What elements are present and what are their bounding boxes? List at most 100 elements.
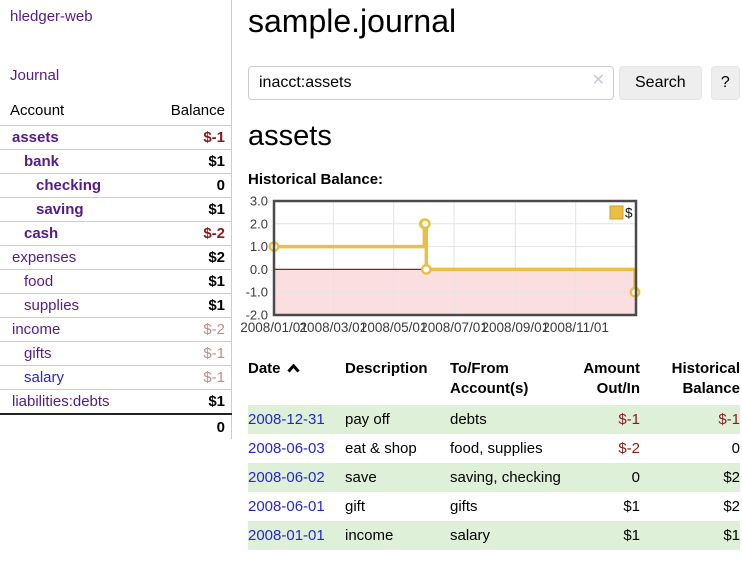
account-link-checking[interactable]: checking: [36, 177, 101, 194]
svg-text:2008/01/01: 2008/01/01: [240, 320, 308, 335]
main-content: sample.journal ✕ Search ? assets Histori…: [248, 0, 740, 550]
account-link-bank[interactable]: bank: [24, 153, 59, 170]
transaction-description: income: [345, 521, 450, 550]
column-header-accounts[interactable]: To/From Account(s): [450, 357, 562, 405]
help-button[interactable]: ?: [711, 66, 740, 100]
transaction-accounts: food, supplies: [450, 434, 562, 463]
accounts-body: assets$-1bank$1checking0saving$1cash$-2e…: [0, 126, 232, 415]
column-header-amount[interactable]: Amount Out/In: [562, 357, 640, 405]
column-header-date[interactable]: Date: [248, 357, 345, 405]
transaction-amount: $-1: [562, 405, 640, 434]
account-row: checking 0: [0, 174, 232, 198]
transaction-description: eat & shop: [345, 434, 450, 463]
transaction-description: save: [345, 463, 450, 492]
transaction-date-link[interactable]: 2008-01-01: [248, 527, 325, 544]
account-link-liabilities-debts[interactable]: liabilities:debts: [12, 393, 110, 410]
transaction-date-link[interactable]: 2008-12-31: [248, 411, 325, 428]
svg-text:-1.0: -1.0: [246, 285, 268, 300]
account-balance: $-2: [150, 222, 232, 246]
account-link-cash[interactable]: cash: [24, 225, 58, 242]
brand-link[interactable]: hledger-web: [10, 8, 231, 25]
accounts-header-balance: Balance: [150, 99, 232, 126]
account-row: bank $1: [0, 150, 232, 174]
account-row: salary $-1: [0, 366, 232, 390]
transaction-balance: $2: [640, 492, 740, 521]
accounts-total-value: 0: [150, 414, 232, 440]
svg-text:2008/09/01: 2008/09/01: [482, 320, 550, 335]
svg-text:2.0: 2.0: [250, 216, 268, 231]
chart-title: Historical Balance:: [248, 171, 740, 188]
account-row: cash $-2: [0, 222, 232, 246]
account-link-supplies[interactable]: supplies: [24, 297, 79, 314]
account-balance: $1: [150, 150, 232, 174]
account-balance: $2: [150, 246, 232, 270]
transaction-accounts: debts: [450, 405, 562, 434]
svg-text:0.0: 0.0: [250, 262, 268, 277]
accounts-table: Account Balance assets $-1 bank $1 checking 0…: [0, 99, 232, 440]
transaction-accounts: salary: [450, 521, 562, 550]
account-balance: $1: [150, 390, 232, 415]
svg-text:3.0: 3.0: [250, 194, 268, 209]
account-link-income[interactable]: income: [12, 321, 60, 338]
sidebar: hledger-web Journal Account Balance asse…: [0, 0, 232, 439]
account-row: food $1: [0, 270, 232, 294]
register-body: 2008-12-31pay offdebts$-1$-12008-06-03ea…: [248, 405, 740, 550]
transaction-date-link[interactable]: 2008-06-02: [248, 469, 325, 486]
transaction-balance: $-1: [640, 405, 740, 434]
register-header-row: Date Description To/From Account(s) Amou…: [248, 357, 740, 405]
account-row: assets $-1: [0, 126, 232, 150]
transaction-date-link[interactable]: 2008-06-03: [248, 440, 325, 457]
svg-text:2008/03/01: 2008/03/01: [300, 320, 368, 335]
account-balance: $-1: [150, 366, 232, 390]
account-balance: $-1: [150, 342, 232, 366]
balance-chart-svg: $3.02.01.00.0-1.0-2.02008/01/012008/03/0…: [240, 193, 718, 345]
account-balance: $1: [150, 198, 232, 222]
hledger-web-page: hledger-web Journal Account Balance asse…: [0, 0, 742, 582]
transaction-balance: $1: [640, 521, 740, 550]
search-button[interactable]: Search: [619, 66, 702, 100]
account-row: income $-2: [0, 318, 232, 342]
transaction-description: pay off: [345, 405, 450, 434]
account-row: expenses $2: [0, 246, 232, 270]
account-balance: $1: [150, 294, 232, 318]
svg-text:2008/11/01: 2008/11/01: [542, 320, 609, 335]
table-row: 2008-01-01incomesalary$1$1: [248, 521, 740, 550]
svg-text:2008/05/01: 2008/05/01: [360, 320, 428, 335]
column-header-description[interactable]: Description: [345, 357, 450, 405]
account-link-salary[interactable]: salary: [24, 369, 64, 386]
transaction-amount: 0: [562, 463, 640, 492]
account-balance: $-1: [150, 126, 232, 150]
register-table: Date Description To/From Account(s) Amou…: [248, 357, 740, 550]
transaction-balance: $2: [640, 463, 740, 492]
search-input[interactable]: [248, 66, 614, 100]
table-row: 2008-06-02 savesaving, checking0$2: [248, 463, 740, 492]
transaction-amount: $1: [562, 521, 640, 550]
account-link-expenses[interactable]: expenses: [12, 249, 76, 266]
account-link-food[interactable]: food: [24, 273, 53, 290]
account-link-gifts[interactable]: gifts: [24, 345, 52, 362]
svg-text:$: $: [625, 206, 633, 221]
transaction-accounts: saving, checking: [450, 463, 562, 492]
account-heading: assets: [248, 120, 740, 153]
account-balance: $-2: [150, 318, 232, 342]
account-row: gifts $-1: [0, 342, 232, 366]
transaction-date-link[interactable]: 2008-06-01: [248, 498, 325, 515]
page-title: sample.journal: [248, 3, 740, 40]
column-header-balance[interactable]: Historical Balance: [640, 357, 740, 405]
sidebar-item-journal[interactable]: Journal: [10, 67, 231, 84]
accounts-header-account: Account: [0, 99, 150, 126]
table-row: 2008-12-31pay offdebts$-1$-1: [248, 405, 740, 434]
account-balance: 0: [150, 174, 232, 198]
account-row: liabilities:debts $1: [0, 390, 232, 415]
account-row: saving $1: [0, 198, 232, 222]
table-row: 2008-06-01giftgifts$1$2: [248, 492, 740, 521]
clear-search-icon[interactable]: ✕: [592, 73, 605, 89]
transaction-balance: 0: [640, 434, 740, 463]
account-link-assets[interactable]: assets: [12, 129, 59, 146]
sort-asc-icon: [287, 364, 300, 373]
search-bar: ✕ Search ?: [248, 66, 740, 100]
account-link-saving[interactable]: saving: [36, 201, 84, 218]
search-input-wrap: ✕: [248, 66, 614, 100]
account-balance: $1: [150, 270, 232, 294]
transaction-amount: $-2: [562, 434, 640, 463]
